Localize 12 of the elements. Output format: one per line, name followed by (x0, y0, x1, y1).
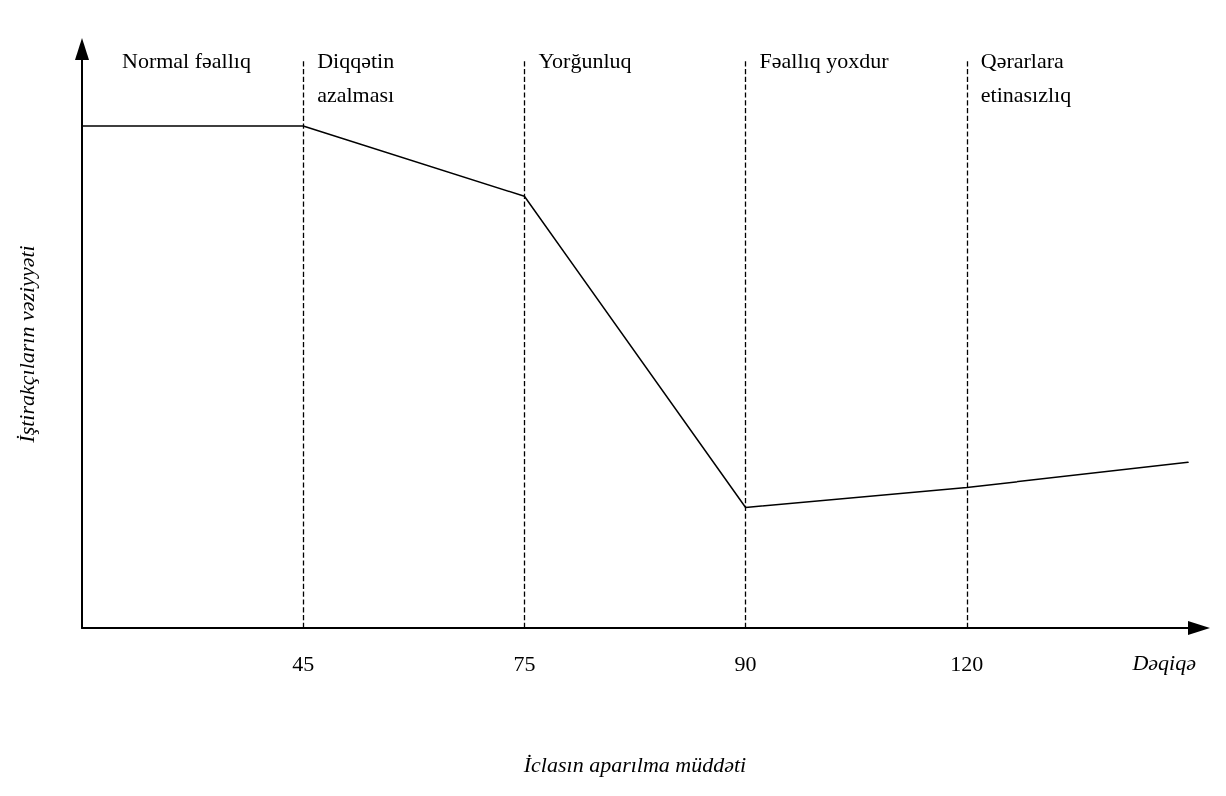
text: Qərarlara etinasızlıq (980, 47, 1073, 109)
x-tick-label: 120 (950, 650, 984, 676)
x-tick-label: 45 (292, 650, 315, 676)
y-axis-title: İştirakçıların vəziyyəti (13, 245, 39, 444)
text: Dəqiqə (1132, 649, 1196, 677)
text: Diqqətin azalması (317, 47, 396, 109)
x-tick-label: 90 (734, 650, 757, 676)
x-axis-title: İclasın aparılma müddəti (522, 751, 747, 777)
text: Fəallıq yoxdur (759, 47, 890, 75)
text: Yorğunluq (538, 47, 633, 75)
text: Normal fəallıq (122, 47, 252, 75)
x-tick-label: 75 (513, 650, 536, 676)
